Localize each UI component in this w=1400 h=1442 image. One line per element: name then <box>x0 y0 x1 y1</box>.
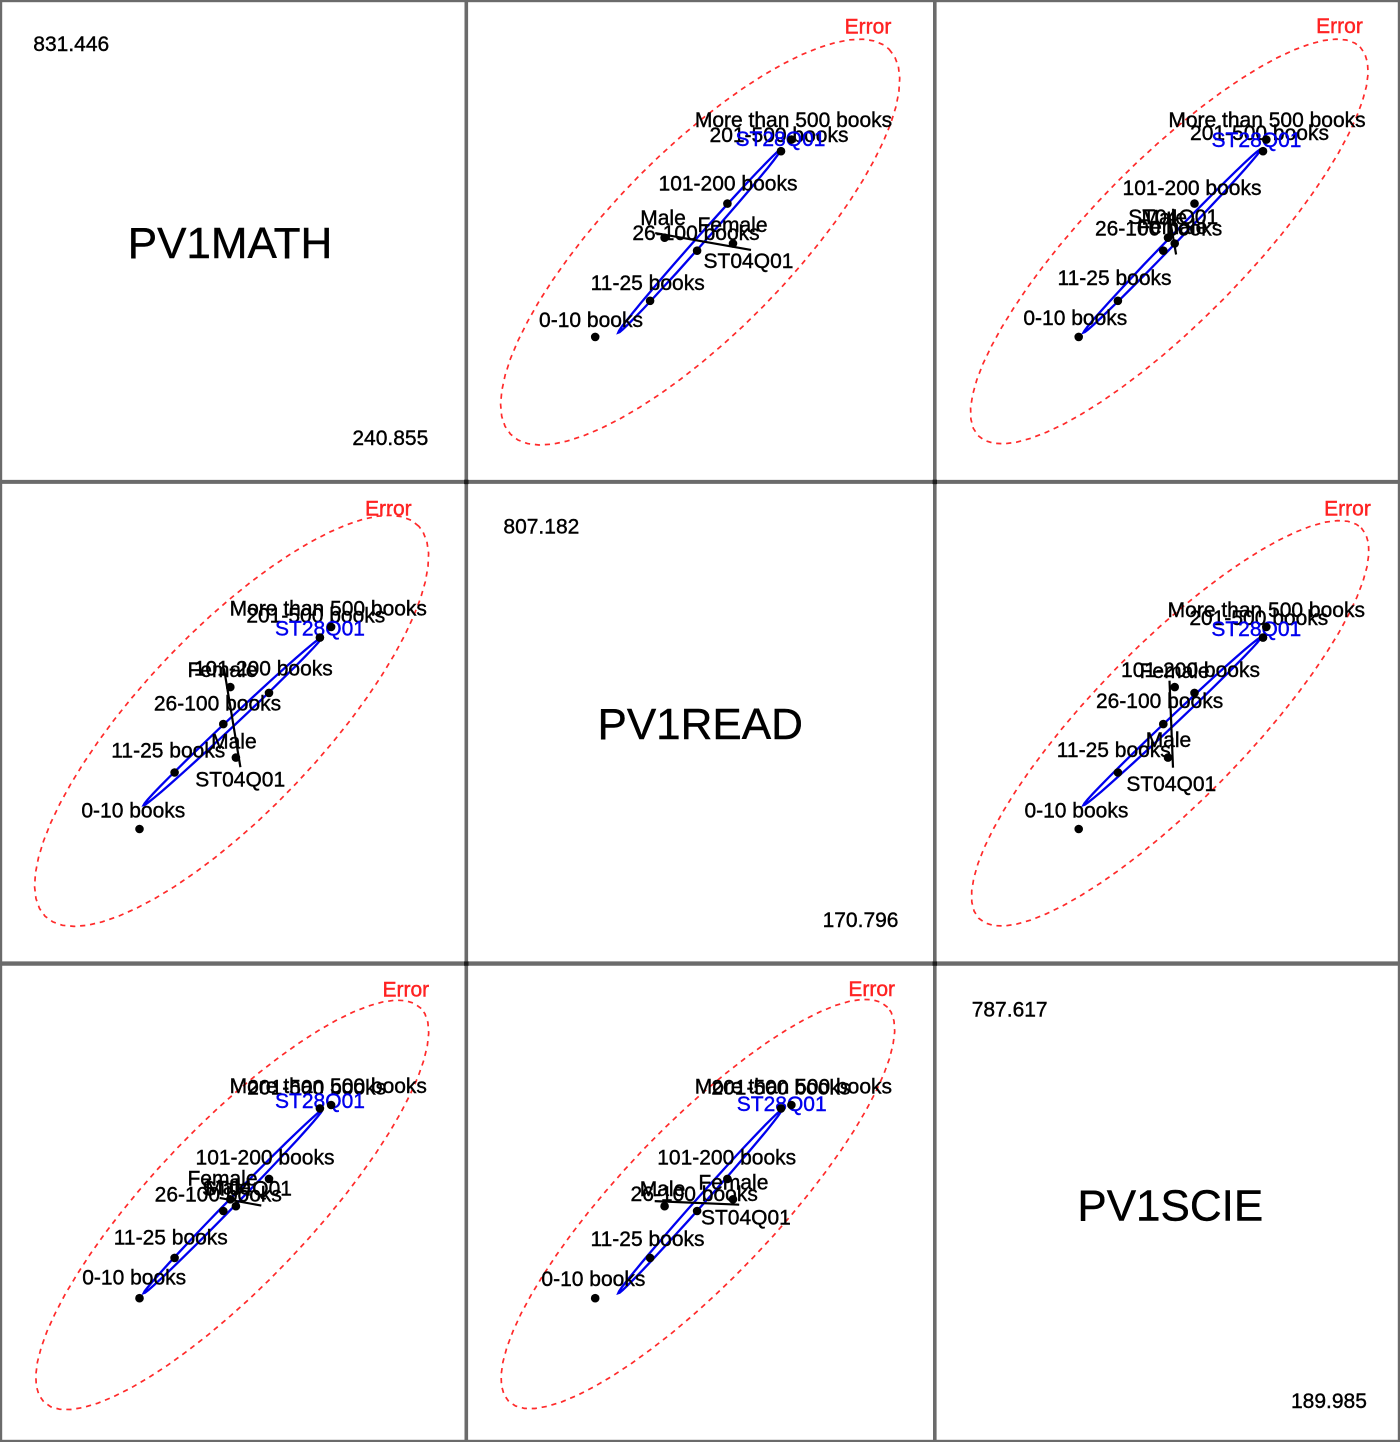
svg-text:More than 500 books: More than 500 books <box>1168 599 1365 622</box>
svg-text:11-25 books: 11-25 books <box>590 1228 704 1251</box>
svg-text:201-500 books: 201-500 books <box>247 1076 386 1099</box>
svg-text:26-100 books: 26-100 books <box>154 693 281 716</box>
svg-text:11-25 books: 11-25 books <box>1057 739 1171 762</box>
svg-text:101-200 books: 101-200 books <box>659 173 798 196</box>
svg-text:201-500 books: 201-500 books <box>1189 607 1328 630</box>
svg-text:0-10 books: 0-10 books <box>81 799 185 822</box>
svg-text:0-10 books: 0-10 books <box>1023 307 1127 330</box>
svg-text:More than 500 books: More than 500 books <box>1168 109 1365 132</box>
svg-text:189.985: 189.985 <box>1291 1390 1367 1413</box>
svg-text:807.182: 807.182 <box>503 516 579 539</box>
svg-text:Error: Error <box>365 498 412 521</box>
svg-text:PV1SCIE: PV1SCIE <box>1077 1181 1263 1230</box>
svg-text:ST28Q01: ST28Q01 <box>736 128 826 151</box>
svg-text:831.446: 831.446 <box>33 33 109 56</box>
svg-text:101-200 books: 101-200 books <box>1121 659 1260 682</box>
svg-text:201-500 books: 201-500 books <box>246 604 385 627</box>
svg-text:Error: Error <box>1316 15 1363 38</box>
svg-text:ST04Q01: ST04Q01 <box>195 769 285 792</box>
svg-text:101-200 books: 101-200 books <box>1123 177 1262 200</box>
svg-text:787.617: 787.617 <box>972 998 1048 1021</box>
svg-text:ST04Q01: ST04Q01 <box>1126 773 1216 796</box>
svg-text:201-500 books: 201-500 books <box>710 124 849 147</box>
svg-text:26-100 books: 26-100 books <box>155 1183 282 1206</box>
svg-text:Female: Female <box>698 1171 768 1194</box>
svg-text:ST04Q01: ST04Q01 <box>1128 206 1218 229</box>
svg-text:101-200 books: 101-200 books <box>196 1147 335 1170</box>
svg-text:0-10 books: 0-10 books <box>539 309 643 332</box>
svg-text:Female: Female <box>1137 216 1207 239</box>
svg-text:PV1READ: PV1READ <box>597 700 802 749</box>
svg-text:More than 500 books: More than 500 books <box>230 598 427 621</box>
svg-text:26-100 books: 26-100 books <box>1095 218 1222 241</box>
svg-text:Female: Female <box>187 1168 257 1191</box>
svg-text:0-10 books: 0-10 books <box>82 1267 186 1290</box>
svg-text:ST04Q01: ST04Q01 <box>704 250 794 273</box>
svg-text:More than 500 books: More than 500 books <box>230 1075 427 1098</box>
svg-text:11-25 books: 11-25 books <box>111 739 225 762</box>
svg-text:11-25 books: 11-25 books <box>591 272 705 295</box>
svg-text:Error: Error <box>382 978 429 1001</box>
svg-text:101-200 books: 101-200 books <box>194 658 333 681</box>
svg-text:Male: Male <box>1146 729 1192 752</box>
svg-text:Female: Female <box>1140 660 1210 683</box>
svg-text:201-500 books: 201-500 books <box>711 1076 850 1099</box>
svg-text:Male: Male <box>640 207 686 230</box>
svg-text:201-500 books: 201-500 books <box>1190 122 1329 145</box>
svg-text:Male: Male <box>205 1176 251 1199</box>
svg-text:170.796: 170.796 <box>823 909 899 932</box>
svg-text:Female: Female <box>187 659 257 682</box>
svg-text:Male: Male <box>640 1178 686 1201</box>
svg-text:240.855: 240.855 <box>352 427 428 450</box>
svg-text:ST04Q01: ST04Q01 <box>202 1177 292 1200</box>
svg-text:ST28Q01: ST28Q01 <box>275 618 365 641</box>
svg-text:Error: Error <box>845 16 892 39</box>
svg-text:Male: Male <box>1142 206 1188 229</box>
svg-text:Error: Error <box>1324 498 1371 521</box>
svg-text:More than 500 books: More than 500 books <box>695 109 892 132</box>
svg-text:0-10 books: 0-10 books <box>1024 800 1128 823</box>
svg-text:ST04Q01: ST04Q01 <box>701 1206 791 1229</box>
svg-text:26-100 books: 26-100 books <box>1096 690 1223 713</box>
svg-text:PV1MATH: PV1MATH <box>128 219 333 268</box>
svg-text:ST28Q01: ST28Q01 <box>1212 129 1302 152</box>
svg-text:Female: Female <box>697 214 767 237</box>
svg-text:101-200 books: 101-200 books <box>657 1146 796 1169</box>
svg-text:26-100 books: 26-100 books <box>631 1183 758 1206</box>
svg-text:More than 500 books: More than 500 books <box>695 1076 892 1099</box>
svg-text:Male: Male <box>211 731 257 754</box>
svg-text:ST28Q01: ST28Q01 <box>275 1090 365 1113</box>
svg-text:ST28Q01: ST28Q01 <box>1211 618 1301 641</box>
svg-text:Error: Error <box>848 978 895 1001</box>
svg-text:11-25 books: 11-25 books <box>114 1227 228 1250</box>
svg-text:11-25 books: 11-25 books <box>1057 267 1171 290</box>
svg-text:0-10 books: 0-10 books <box>541 1268 645 1291</box>
